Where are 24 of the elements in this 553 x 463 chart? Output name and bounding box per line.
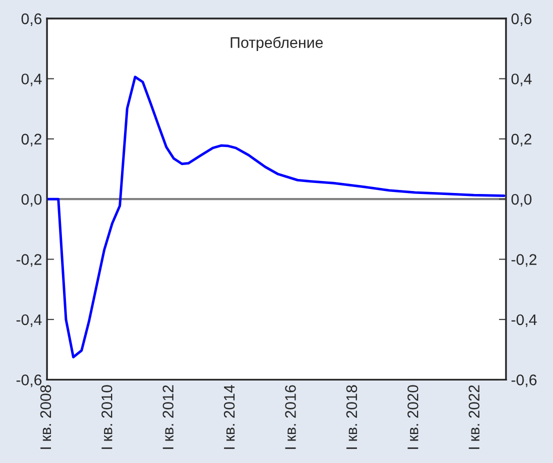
y-tick-label: 0,2 [22,134,42,146]
line-series [47,76,506,358]
y2-tick-label: -0,6 [512,374,537,388]
y-tick-label: -0,2 [16,254,42,267]
y-tick-label: 0,6 [22,13,42,26]
y2-tick-label: 0,4 [511,74,532,86]
x-tick-label: I кв. 2014 [224,384,235,449]
y-tick-label: 0,0 [22,194,42,207]
x-tick-label: I кв. 2022 [468,385,480,449]
y-tick-label: -0,6 [16,374,42,388]
x-tick-label: I кв. 2010 [101,385,112,449]
x-tick-label: I кв. 2018 [346,385,358,449]
y-tick-label: -0,4 [16,314,42,327]
x-tick-label: I кв. 2012 [162,385,174,449]
x-tick-label: I кв. 2020 [407,385,418,449]
x-tick-label: I кв. 2008 [40,385,52,449]
y2-tick-label: 0,0 [511,194,532,207]
y2-tick-label: 0,6 [511,13,532,26]
y2-tick-label: -0,4 [512,314,537,327]
x-tick-label: I кв. 2016 [285,385,296,449]
y2-tick-label: -0,2 [512,254,536,267]
y-tick-label: 0,4 [22,74,42,86]
text: Потребление [230,36,323,51]
y2-tick-label: 0,2 [511,134,532,146]
